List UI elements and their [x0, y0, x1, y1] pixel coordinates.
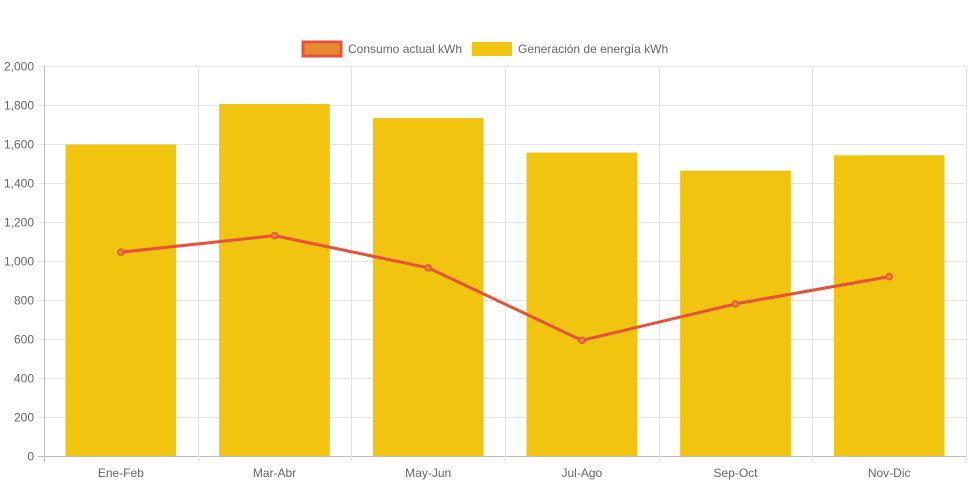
x-tick-label: Jul-Ago [561, 466, 602, 480]
legend-item-consumo[interactable]: Consumo actual kWh [301, 40, 462, 58]
point-consumo-mar-abr[interactable] [270, 231, 279, 240]
bar-generacion-ene-feb[interactable] [65, 144, 177, 456]
point-consumo-ene-feb[interactable] [117, 248, 125, 256]
x-tick-label: Mar-Abr [253, 466, 296, 480]
y-tick-label: 2,000 [4, 60, 34, 74]
x-tick-label: Sep-Oct [713, 466, 758, 480]
y-tick-label: 1,200 [4, 216, 34, 230]
point-consumo-may-jun[interactable] [424, 264, 432, 272]
chart-grid [38, 66, 967, 462]
y-tick-label: 400 [14, 372, 34, 386]
bar-generacion-jul-ago[interactable] [526, 152, 638, 456]
bar-generacion-may-jun[interactable] [372, 118, 484, 456]
y-tick-label: 0 [27, 450, 34, 464]
legend-label: Generación de energía kWh [518, 42, 668, 56]
y-tick-label: 1,400 [4, 177, 34, 191]
line-consumo [120, 234, 890, 342]
x-tick-label: Nov-Dic [868, 466, 911, 480]
legend-item-generacion[interactable]: Generación de energía kWh [472, 42, 668, 56]
line-series [117, 231, 893, 345]
bar-generacion-mar-abr[interactable] [219, 104, 330, 457]
x-tick-label: May-Jun [405, 466, 451, 480]
y-tick-label: 1,800 [4, 99, 34, 113]
y-tick-label: 1,600 [4, 138, 34, 152]
point-consumo-nov-dic[interactable] [885, 272, 893, 281]
point-consumo-jul-ago[interactable] [578, 336, 586, 345]
chart-legend: Consumo actual kWh Generación de energía … [301, 40, 668, 58]
y-tick-label: 800 [14, 294, 34, 308]
legend-swatch [472, 42, 513, 56]
y-tick-label: 600 [14, 333, 34, 347]
y-tick-label: 1,000 [4, 255, 34, 269]
chart-axes: 0 200 400 600 800 1,000 1,200 1,400 1,600 1,800 2,… [4, 60, 911, 481]
x-tick-label: Ene-Feb [98, 466, 144, 480]
y-tick-label: 200 [14, 411, 34, 425]
legend-label: Consumo actual kWh [348, 42, 462, 56]
point-consumo-sep-oct[interactable] [731, 300, 740, 308]
legend-swatch [301, 40, 343, 58]
bar-generacion-nov-dic[interactable] [833, 155, 945, 456]
